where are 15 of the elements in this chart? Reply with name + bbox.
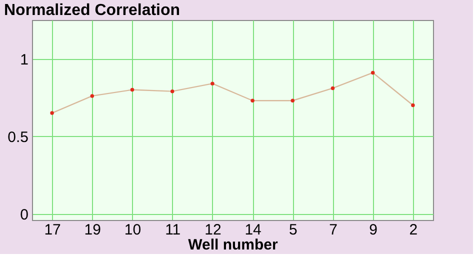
x-tick-label: 19	[84, 222, 101, 238]
x-tick-label: 17	[44, 222, 61, 238]
y-tick-label: 1	[20, 51, 28, 68]
x-tick-label: 2	[409, 222, 418, 238]
x-tick-label: 10	[124, 222, 142, 238]
x-tick-label: 14	[244, 222, 262, 238]
y-tick-label: 0	[20, 206, 28, 224]
x-axis-title: Well number	[188, 236, 278, 254]
x-tick-label: 12	[204, 222, 222, 238]
chart-title: Normalized Correlation	[4, 2, 180, 19]
x-tick-label: 9	[369, 222, 378, 238]
x-tick-label: 11	[165, 222, 181, 238]
x-tick-label: 7	[329, 222, 338, 238]
x-tick-label: 5	[288, 222, 298, 238]
y-tick-label: 0.5	[8, 128, 28, 146]
